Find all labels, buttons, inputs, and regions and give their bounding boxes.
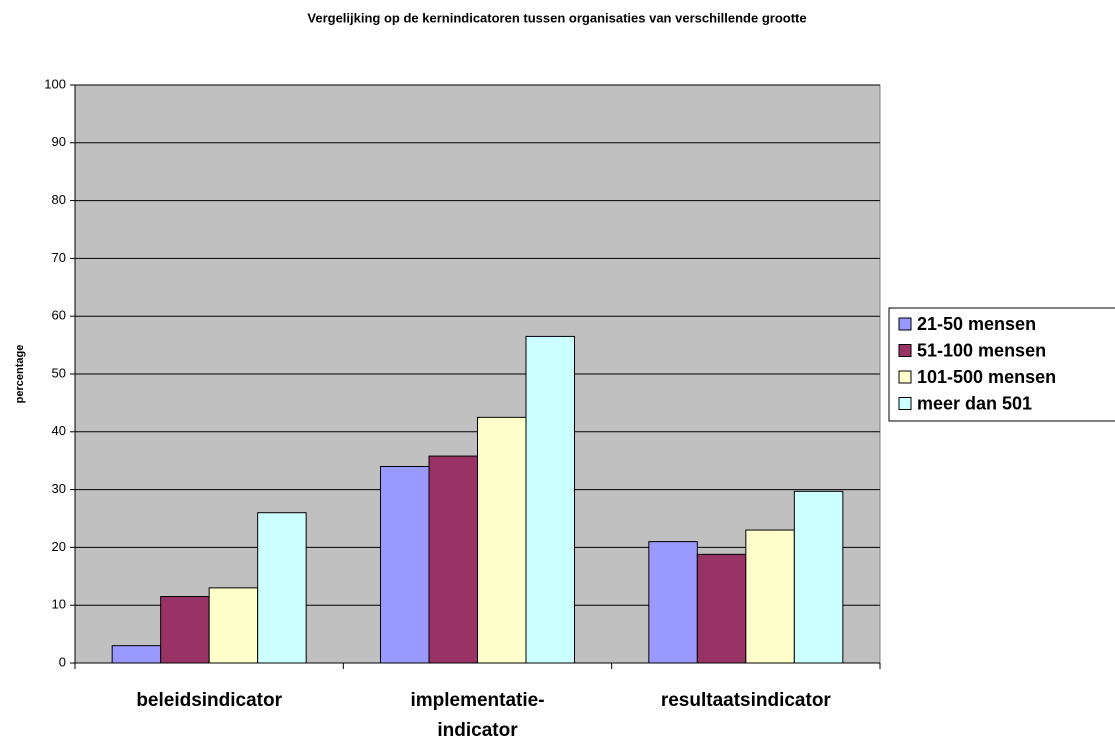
bar — [745, 529, 795, 664]
x-tick-label-line: implementatie- — [410, 690, 544, 711]
y-tick-label: 60 — [52, 308, 66, 323]
bar — [257, 512, 307, 664]
legend-swatch — [898, 370, 912, 384]
x-tick-label: implementatie-indicator — [410, 690, 544, 740]
y-tick-label: 90 — [52, 134, 66, 149]
y-tick-label: 50 — [52, 365, 66, 380]
bar — [525, 335, 575, 664]
y-tick-label: 10 — [52, 597, 66, 612]
legend-swatch — [898, 344, 912, 357]
y-tick-label: 100 — [44, 76, 66, 91]
y-axis-label: percentage — [14, 345, 26, 404]
legend-label: meer dan 501 — [917, 393, 1032, 413]
y-tick-label: 30 — [52, 481, 66, 496]
bar — [648, 541, 698, 664]
legend-label: 51-100 mensen — [917, 340, 1046, 360]
bar — [111, 645, 162, 664]
chart-title: Vergelijking op de kernindicatoren tusse… — [307, 10, 806, 25]
bar — [160, 596, 210, 664]
legend-swatch — [898, 317, 912, 331]
y-tick-label: 80 — [52, 192, 66, 207]
bar — [793, 490, 844, 664]
bar — [380, 465, 430, 664]
bar — [208, 587, 259, 664]
y-tick-label: 70 — [52, 250, 66, 265]
x-tick-label: resultaatsindicator — [661, 690, 832, 711]
x-tick-label: beleidsindicator — [136, 690, 282, 711]
bar — [477, 416, 527, 664]
y-tick-label: 0 — [59, 654, 66, 669]
legend-label: 101-500 mensen — [917, 367, 1056, 387]
bar — [428, 455, 478, 664]
legend-swatch — [898, 397, 912, 410]
y-tick-label: 40 — [52, 423, 66, 438]
y-tick-label: 20 — [52, 539, 66, 554]
bar — [696, 553, 747, 664]
legend-label: 21-50 mensen — [917, 314, 1036, 334]
x-tick-label-line: indicator — [437, 720, 518, 740]
legend-box — [888, 307, 1115, 422]
